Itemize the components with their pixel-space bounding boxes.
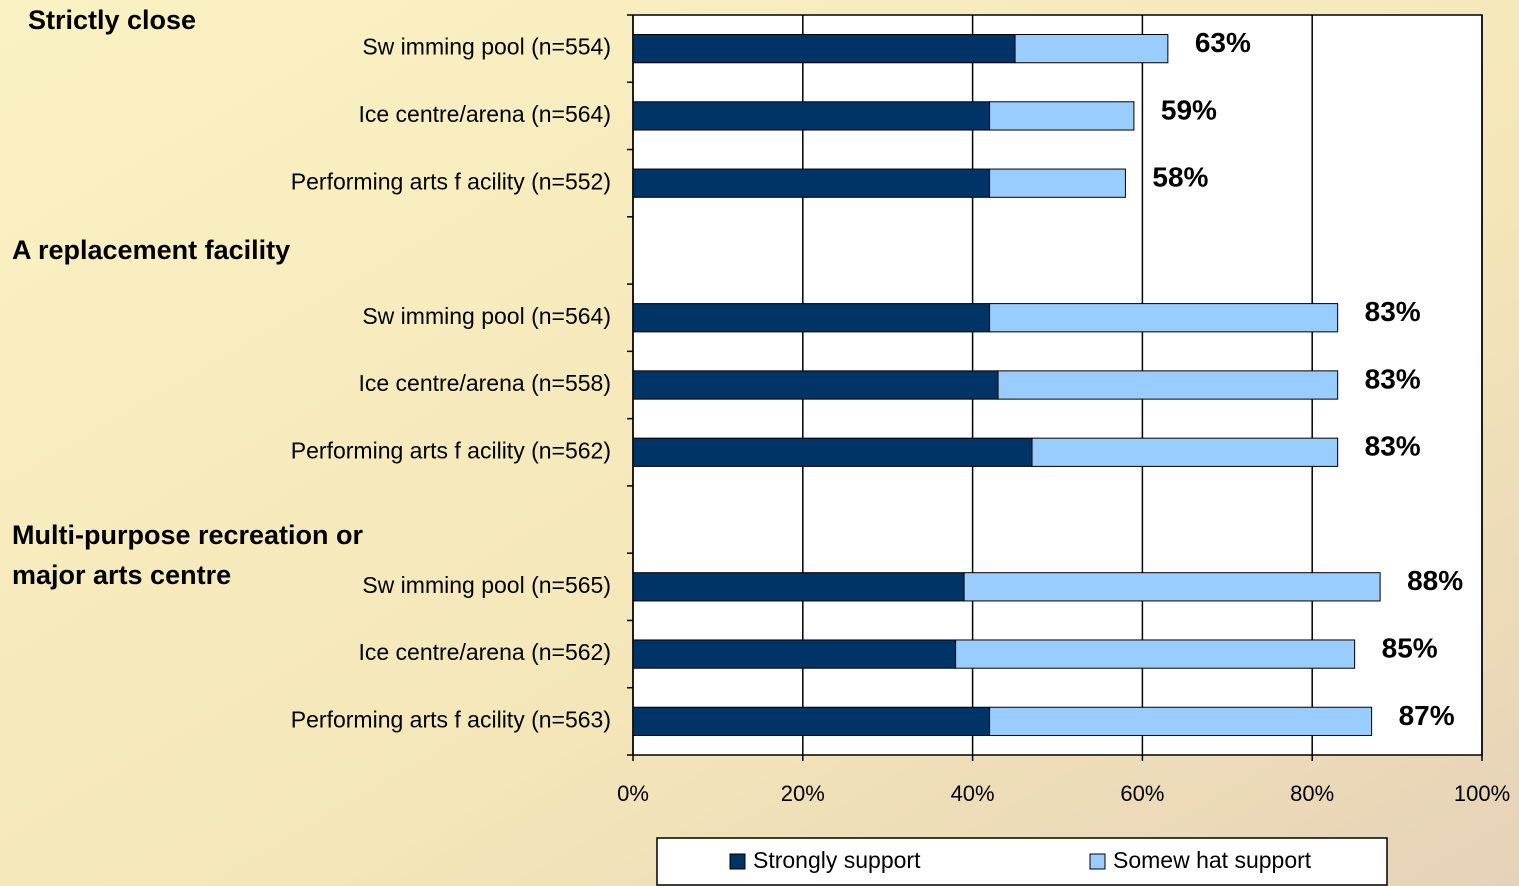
group-label: Multi-purpose recreation or xyxy=(12,520,364,550)
total-label: 63% xyxy=(1195,27,1251,58)
bar-segment xyxy=(1014,34,1169,64)
x-tick-label: 80% xyxy=(1290,781,1334,806)
total-label: 85% xyxy=(1382,632,1438,663)
bar-segment xyxy=(989,168,1126,198)
total-label: 59% xyxy=(1161,94,1217,125)
bar-segment xyxy=(989,101,1135,131)
bar-segment xyxy=(632,572,965,602)
y-tick-label: Sw imming pool (n=565) xyxy=(362,572,611,598)
bar-segment xyxy=(632,168,991,198)
legend-box xyxy=(656,837,1388,886)
x-tick-label: 40% xyxy=(951,781,995,806)
y-tick-label: Performing arts f acility (n=563) xyxy=(291,706,611,732)
y-tick-label: Sw imming pool (n=554) xyxy=(362,34,611,60)
bar-segment xyxy=(632,639,957,669)
group-label: A replacement facility xyxy=(12,235,290,265)
y-tick-label: Performing arts f acility (n=552) xyxy=(291,168,611,194)
legend-label: Somew hat support xyxy=(1113,847,1312,873)
x-tick-label: 0% xyxy=(617,781,649,806)
total-label: 83% xyxy=(1365,363,1421,394)
group-label: Strictly close xyxy=(28,5,196,35)
y-tick-label: Performing arts f acility (n=562) xyxy=(291,437,611,463)
bar-segment xyxy=(632,706,991,736)
bar-segment xyxy=(632,101,991,131)
total-label: 58% xyxy=(1152,162,1208,193)
total-label: 83% xyxy=(1365,296,1421,327)
bar-segment xyxy=(632,34,1016,64)
total-label: 87% xyxy=(1399,700,1455,731)
bar-segment xyxy=(963,572,1381,602)
legend-swatch xyxy=(1089,853,1106,870)
y-tick-label: Ice centre/arena (n=564) xyxy=(358,101,611,127)
bar-segment xyxy=(632,303,991,333)
bar-segment xyxy=(632,370,999,400)
bar-segment xyxy=(997,370,1339,400)
bar-segment xyxy=(989,303,1339,333)
bar-segment xyxy=(1031,437,1339,467)
total-label: 83% xyxy=(1365,431,1421,462)
total-label: 88% xyxy=(1407,565,1463,596)
legend-swatch xyxy=(729,853,746,870)
bar-segment xyxy=(955,639,1356,669)
x-tick-label: 20% xyxy=(781,781,825,806)
y-tick-label: Sw imming pool (n=564) xyxy=(362,303,611,329)
legend-label: Strongly support xyxy=(753,847,921,873)
bar-segment xyxy=(632,437,1033,467)
y-tick-label: Ice centre/arena (n=562) xyxy=(358,639,611,665)
bar-segment xyxy=(989,706,1373,736)
x-tick-label: 60% xyxy=(1120,781,1164,806)
group-label: major arts centre xyxy=(12,560,231,590)
y-tick-label: Ice centre/arena (n=558) xyxy=(358,370,611,396)
x-tick-label: 100% xyxy=(1454,781,1510,806)
